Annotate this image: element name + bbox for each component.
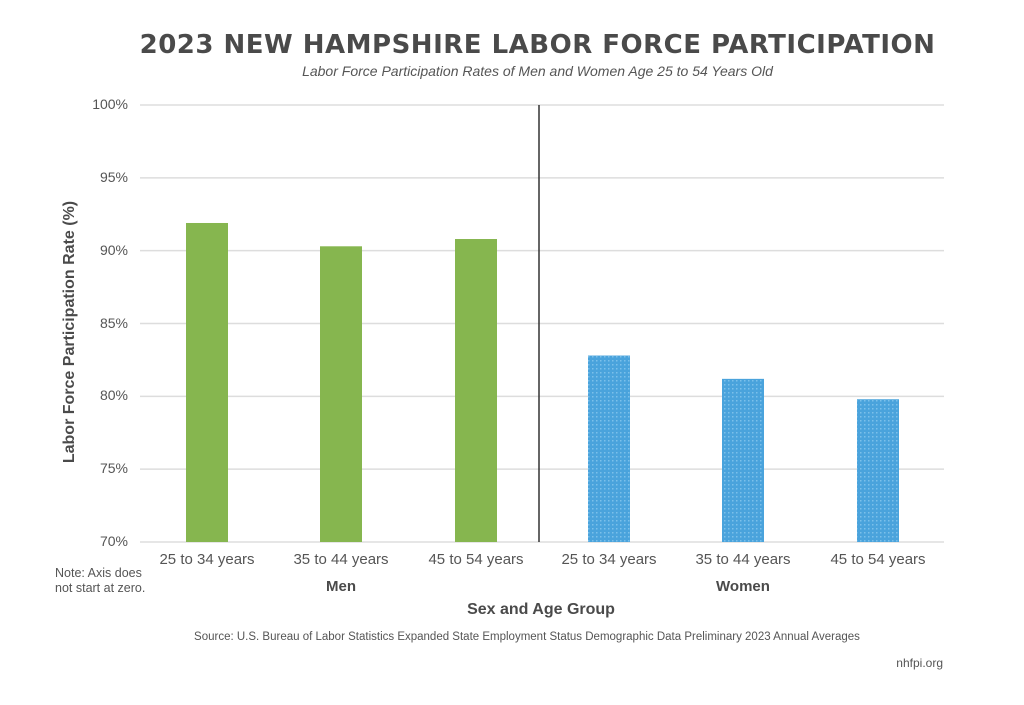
chart-subtitle: Labor Force Participation Rates of Men a… [302, 63, 773, 79]
y-tick-label: 70% [99, 533, 128, 549]
y-tick-label: 80% [99, 387, 128, 404]
group-label-men: Men [326, 578, 356, 595]
bar-women-3 [857, 399, 899, 542]
x-tick-label: 25 to 34 years [561, 551, 657, 568]
y-tick-label: 85% [99, 314, 128, 331]
y-tick-label: 95% [99, 168, 128, 185]
bar-men-1 [186, 222, 228, 543]
x-tick-label: 45 to 54 years [830, 551, 926, 568]
y-tick-label: 75% [99, 460, 128, 477]
y-tick-label: 100% [92, 96, 128, 112]
bar-women-2 [722, 378, 764, 542]
bar-women-1 [588, 355, 630, 542]
chart-title: 2023 NEW HAMPSHIRE LABOR FORCE PARTICIPA… [139, 30, 936, 60]
group-label-women: Women [716, 578, 770, 595]
bar-men-3 [455, 239, 497, 542]
x-axis-label: Sex and Age Group [467, 601, 615, 618]
x-tick-label: 35 to 44 years [293, 551, 389, 568]
x-tick-label: 45 to 54 years [428, 551, 524, 568]
bar-men-2 [320, 246, 362, 542]
source-note: Source: U.S. Bureau of Labor Statistics … [194, 631, 860, 643]
x-tick-label: 35 to 44 years [695, 551, 791, 568]
axis-note: Note: Axis does not start at zero. [55, 566, 146, 595]
y-tick-label: 90% [99, 241, 128, 258]
y-axis-label: Labor Force Participation Rate (%) [61, 200, 78, 464]
site-credit: nhfpi.org [896, 656, 943, 670]
x-tick-label: 25 to 34 years [159, 551, 255, 568]
